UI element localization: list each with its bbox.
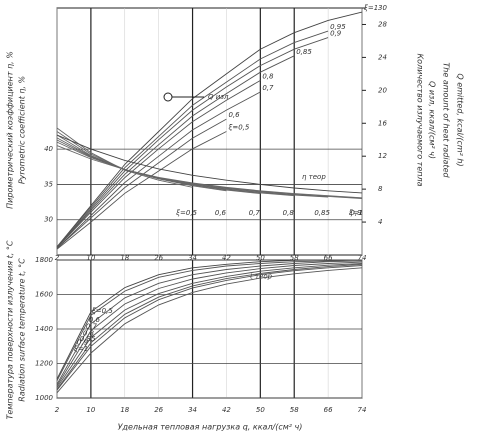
y-tick-label: 1600 xyxy=(35,291,53,299)
curve-label: t теор xyxy=(250,272,273,280)
x-tick-label: 42 xyxy=(222,406,231,414)
curve-label: ξ=0,5 xyxy=(175,209,197,217)
x-tick-label: 58 xyxy=(290,406,299,414)
y2-tick-label: 24 xyxy=(378,53,387,61)
x-tick-label: 50 xyxy=(256,254,265,262)
marker xyxy=(163,92,173,102)
curve xyxy=(56,131,227,250)
curve-label: ξ=1 xyxy=(348,209,363,217)
x-tick-label: 50 xyxy=(256,406,265,414)
curve xyxy=(56,260,363,385)
curve xyxy=(56,265,363,391)
x-tick-label: 42 xyxy=(222,254,231,262)
curve-label: 0,7 xyxy=(249,209,261,217)
y-axis-title: Температура поверхности излучения t, °C xyxy=(6,240,15,419)
curve-label: ξ=0,5 xyxy=(227,124,249,132)
curve xyxy=(56,261,363,387)
y2-axis-title-en: The amount of heat radiated xyxy=(442,62,451,178)
curve xyxy=(56,37,329,248)
y-tick-label: 1400 xyxy=(35,325,53,333)
x-tick-label: 66 xyxy=(324,406,333,414)
curve-label: 0,8 xyxy=(262,72,274,80)
x-tick-label: 26 xyxy=(154,406,163,414)
curve-label: 0,9 xyxy=(330,30,342,38)
x-tick-label: 18 xyxy=(120,254,129,262)
y2-axis-title-en: Q emitted, kcal/(cm² h) xyxy=(456,73,465,166)
curve xyxy=(56,259,363,382)
y-tick-label: 1000 xyxy=(35,394,53,402)
curve xyxy=(56,267,363,394)
curve xyxy=(56,263,363,390)
x-tick-label: 66 xyxy=(324,254,333,262)
y2-tick-label: 4 xyxy=(378,218,382,226)
curve-label: 0,85 xyxy=(314,209,330,217)
x-tick-label: 18 xyxy=(120,406,129,414)
curve-label: 0,85 xyxy=(296,48,312,56)
y-axis-title-en: Radiation surface temperature t, °C xyxy=(18,258,27,402)
x-tick-label: 58 xyxy=(290,254,299,262)
curve-label: ξ=1 xyxy=(73,345,88,353)
y-tick-label: 1200 xyxy=(35,360,53,368)
y-tick-label: 40 xyxy=(44,145,53,153)
x-tick-label: 26 xyxy=(154,254,163,262)
y2-tick-label: 28 xyxy=(378,20,387,28)
y2-axis-title: Q изл, ккал/(см² ч) xyxy=(428,81,437,159)
curve-label: 0,9 xyxy=(77,338,89,346)
y2-tick-label: 12 xyxy=(378,152,387,160)
curve xyxy=(56,11,363,248)
annotation: Q изл xyxy=(208,93,229,101)
curve-label: 0,8 xyxy=(83,330,95,338)
curve xyxy=(56,134,363,194)
curve xyxy=(56,30,329,248)
curve-label: ξ=0,5 xyxy=(91,307,113,315)
x-tick-label: 2 xyxy=(55,254,60,262)
curve-label: 0,95 xyxy=(330,23,346,31)
y-tick-label: 1800 xyxy=(35,256,53,264)
y-tick-label: 35 xyxy=(44,180,53,188)
y2-tick-label: 16 xyxy=(378,119,387,127)
y2-tick-label: 8 xyxy=(378,185,383,193)
y-tick-label: 30 xyxy=(44,216,53,224)
x-tick-label: 10 xyxy=(86,254,95,262)
curve xyxy=(56,141,363,199)
curve-label: 0,6 xyxy=(228,111,240,119)
x-tick-label: 74 xyxy=(358,406,367,414)
curve-label: 0,6 xyxy=(215,209,227,217)
y2-tick-label: 20 xyxy=(378,86,387,94)
curve xyxy=(56,263,363,388)
curve xyxy=(56,80,261,248)
x-tick-label: 10 xyxy=(86,406,95,414)
curve xyxy=(56,145,363,199)
curve-label: 0,9 xyxy=(350,209,362,217)
y2-axis-title: Количество излучаемого тепла xyxy=(416,54,425,187)
x-axis-title: Удельная тепловая нагрузка q, ккал/(см² … xyxy=(118,423,303,432)
x-tick-label: 34 xyxy=(188,254,197,262)
curve-label: ξ=1 xyxy=(363,4,378,12)
y-axis-title-en: Pyrometric coefficient η, % xyxy=(18,76,27,184)
curve-label: 0,7 xyxy=(86,323,98,331)
curve xyxy=(56,55,295,248)
x-tick-label: 74 xyxy=(358,254,367,262)
curve-label: η теор xyxy=(302,173,326,181)
y-axis-title: Пирометрический коэффициент η, % xyxy=(6,51,15,209)
y2-tick-label: 30 xyxy=(378,4,387,12)
curve-label: 0,6 xyxy=(89,316,101,324)
x-tick-label: 2 xyxy=(55,406,60,414)
curve xyxy=(56,91,261,249)
curve-label: 0,85 xyxy=(80,335,96,343)
curve-label: 0,7 xyxy=(262,84,274,92)
curve xyxy=(56,134,261,195)
x-tick-label: 34 xyxy=(188,406,197,414)
curve xyxy=(56,259,362,380)
curve-label: 0,8 xyxy=(283,209,295,217)
